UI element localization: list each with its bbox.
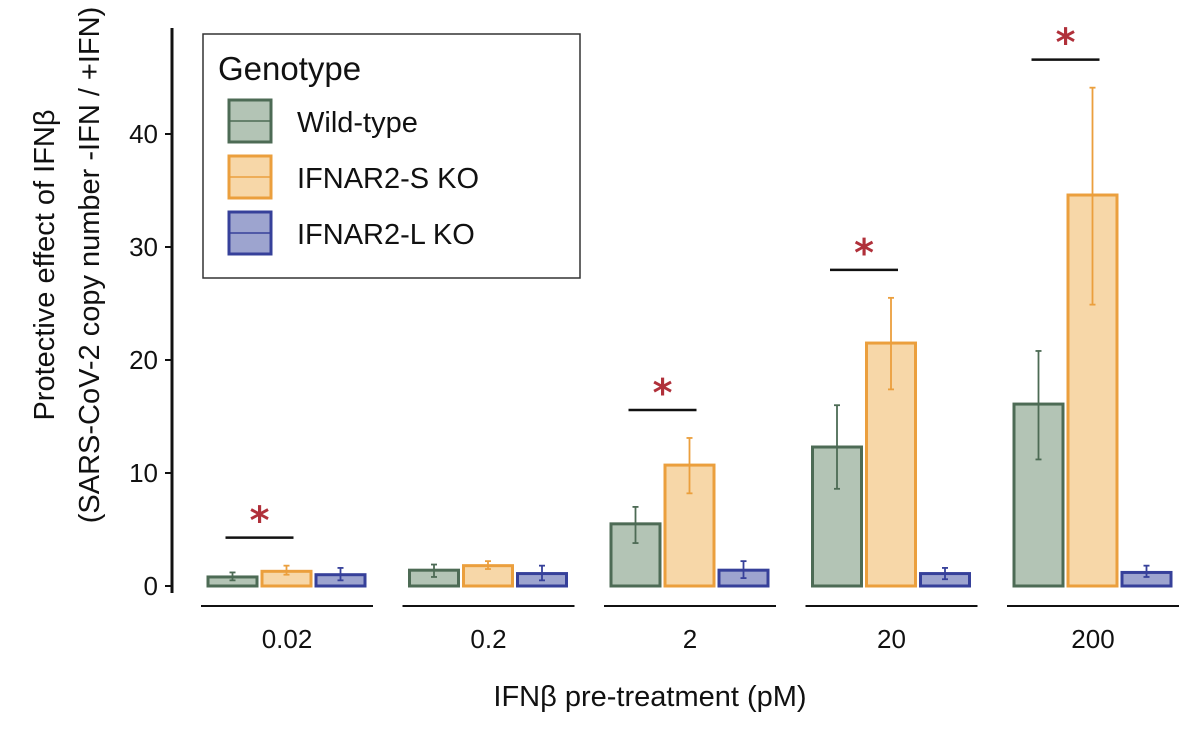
- x-tick-label: 0.2: [470, 624, 506, 654]
- x-axis-group: 0.02 0.2 2 20 200: [201, 605, 1179, 654]
- significance-star: *: [250, 499, 270, 543]
- x-tick-label: 0.02: [262, 624, 313, 654]
- y-tick-label: 30: [129, 232, 158, 262]
- bars-group: [206, 86, 1173, 588]
- y-axis-group: 0 10 20 30 40: [129, 28, 174, 601]
- legend-title: Genotype: [218, 50, 361, 87]
- legend-label: Wild-type: [297, 107, 418, 139]
- significance-group: * * * *: [225, 21, 1100, 543]
- significance-star: *: [854, 231, 874, 275]
- x-axis-title: IFNβ pre-treatment (pM): [493, 681, 806, 713]
- x-tick-label: 2: [683, 624, 697, 654]
- y-axis-title-line2: (SARS-CoV-2 copy number -IFN / +IFN): [74, 7, 106, 524]
- y-tick-label: 20: [129, 345, 158, 375]
- y-tick-label: 10: [129, 458, 158, 488]
- y-axis-title-line1: Protective effect of IFNβ: [29, 109, 61, 420]
- legend-label: IFNAR2-L KO: [297, 219, 475, 251]
- x-tick-label: 20: [877, 624, 906, 654]
- significance-star: *: [1056, 21, 1076, 65]
- legend-label: IFNAR2-S KO: [297, 163, 479, 195]
- y-tick-label: 40: [129, 119, 158, 149]
- legend: Genotype Wild-type IFNAR2-S KO IFNAR2-L KO: [202, 33, 581, 279]
- y-tick-label: 0: [144, 571, 158, 601]
- x-tick-label: 200: [1071, 624, 1114, 654]
- significance-star: *: [653, 371, 673, 415]
